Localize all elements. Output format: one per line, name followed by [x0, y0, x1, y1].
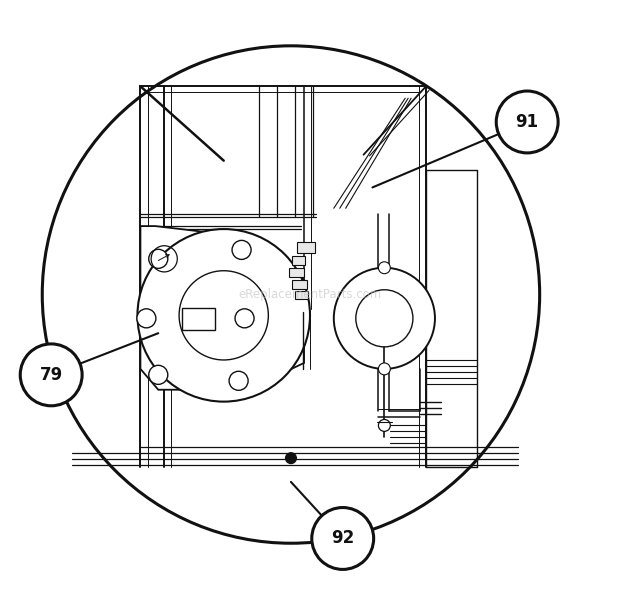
Text: 92: 92 — [331, 530, 355, 547]
Circle shape — [378, 363, 391, 375]
Text: eReplacementParts.com: eReplacementParts.com — [238, 288, 382, 301]
Text: 79: 79 — [40, 366, 63, 384]
Circle shape — [378, 262, 391, 274]
Circle shape — [137, 309, 156, 328]
Circle shape — [235, 309, 254, 328]
Bar — [292, 280, 307, 289]
Bar — [289, 268, 304, 277]
Circle shape — [334, 268, 435, 369]
Text: 91: 91 — [516, 113, 539, 131]
Bar — [292, 256, 305, 265]
Circle shape — [42, 46, 539, 543]
Circle shape — [232, 240, 251, 259]
Circle shape — [496, 91, 558, 153]
Circle shape — [378, 419, 391, 431]
Circle shape — [149, 249, 168, 268]
Circle shape — [20, 344, 82, 406]
Circle shape — [149, 365, 168, 384]
Circle shape — [286, 453, 296, 464]
Circle shape — [312, 508, 374, 569]
Bar — [295, 291, 308, 299]
Bar — [182, 308, 215, 330]
Polygon shape — [140, 226, 304, 390]
Circle shape — [356, 290, 413, 347]
Circle shape — [229, 371, 248, 390]
Circle shape — [138, 229, 310, 402]
Bar — [297, 242, 315, 253]
Circle shape — [179, 271, 268, 360]
